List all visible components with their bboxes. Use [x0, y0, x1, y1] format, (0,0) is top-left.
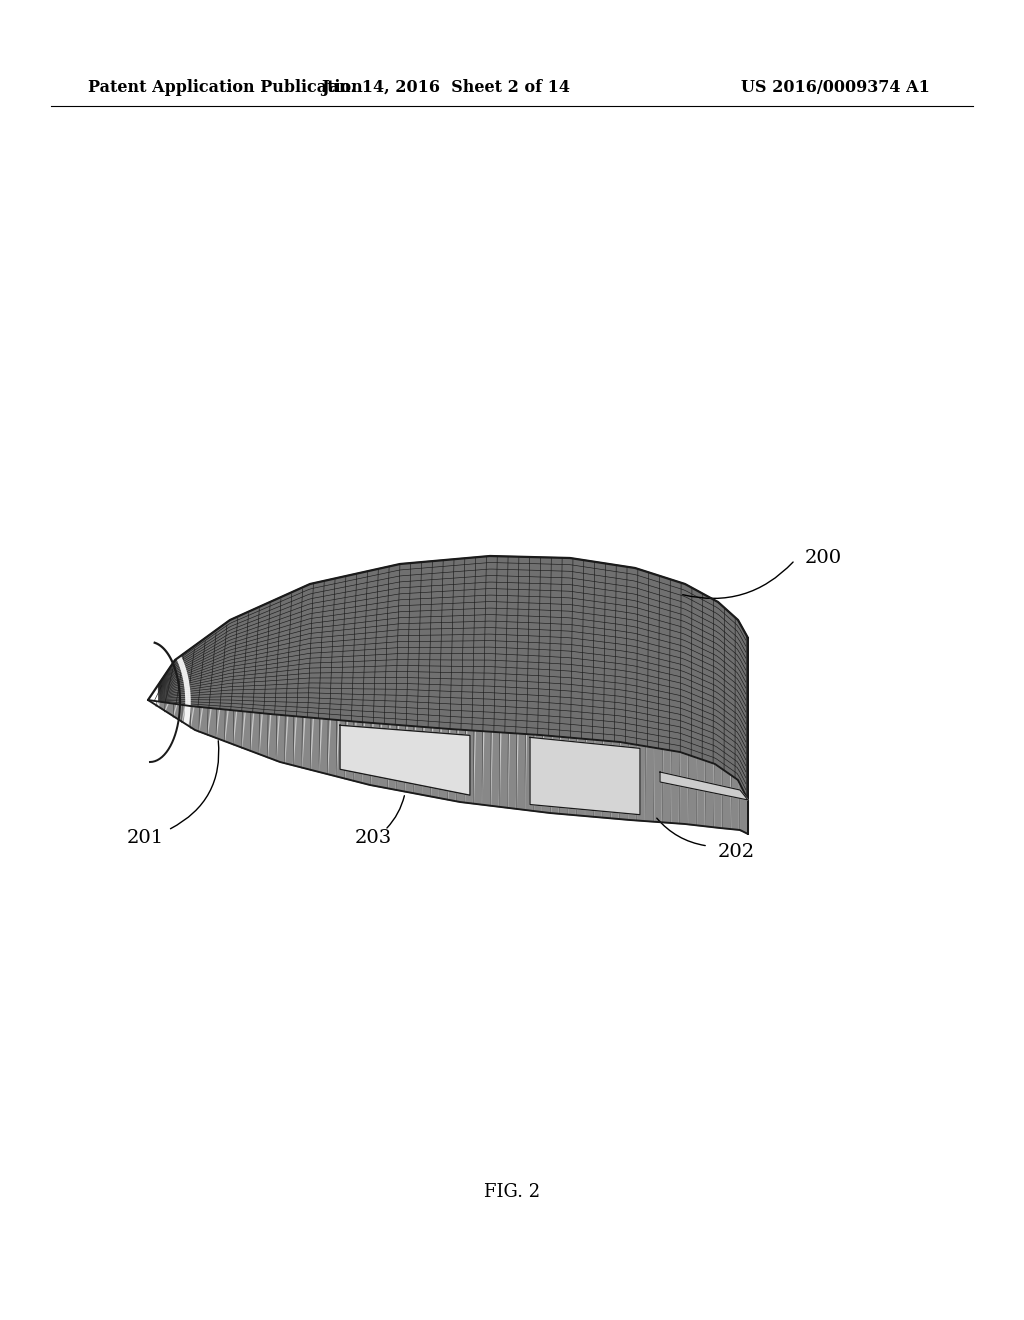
Text: FIG. 2: FIG. 2 [484, 1183, 540, 1201]
Text: 203: 203 [354, 829, 391, 847]
Polygon shape [160, 556, 748, 800]
Text: 201: 201 [126, 829, 164, 847]
Text: US 2016/0009374 A1: US 2016/0009374 A1 [741, 79, 930, 96]
Polygon shape [530, 738, 640, 814]
Text: 200: 200 [805, 549, 842, 568]
Text: Jan. 14, 2016  Sheet 2 of 14: Jan. 14, 2016 Sheet 2 of 14 [321, 79, 570, 96]
Polygon shape [660, 772, 748, 800]
Polygon shape [340, 725, 470, 795]
Text: Patent Application Publication: Patent Application Publication [88, 79, 362, 96]
Polygon shape [160, 702, 748, 834]
Text: 202: 202 [718, 843, 755, 861]
